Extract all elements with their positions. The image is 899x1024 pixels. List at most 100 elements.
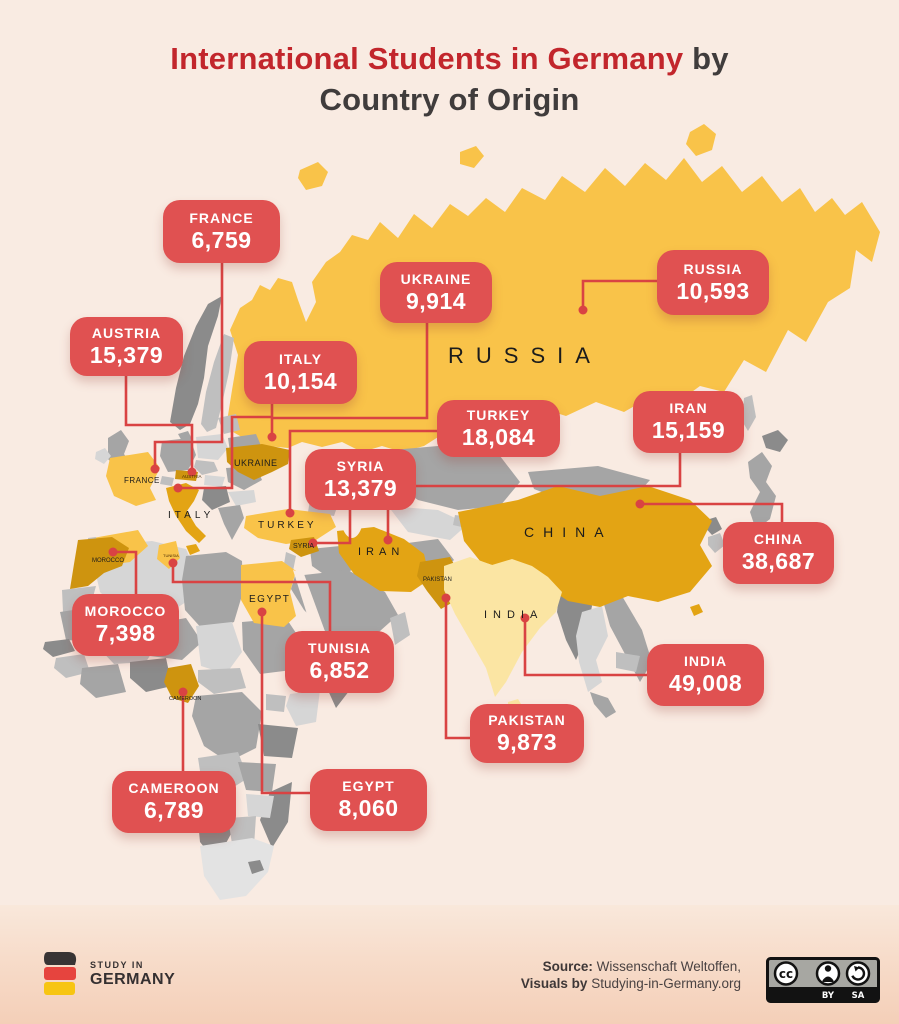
- connector-china: [640, 502, 784, 523]
- country-shape: [194, 460, 218, 475]
- callout-egypt: EGYPT 8,060: [310, 769, 427, 831]
- callout-morocco: MOROCCO 7,398: [72, 594, 179, 656]
- callout-country: RUSSIA: [683, 260, 743, 277]
- callout-value: 9,873: [496, 728, 558, 755]
- logo-text: STUDY IN GERMANY: [90, 960, 175, 989]
- footer: STUDY IN GERMANY Source: Wissenschaft We…: [0, 905, 899, 1024]
- connector-iran: [386, 452, 682, 540]
- country-ireland: [95, 448, 111, 464]
- country-nigeria: [130, 658, 172, 692]
- callout-value: 7,398: [95, 620, 156, 646]
- source-label: Source:: [542, 959, 593, 974]
- country-shape: [742, 395, 756, 431]
- study-in-germany-logo: STUDY IN GERMANY: [44, 952, 175, 996]
- connector-dots: [108, 305, 645, 697]
- callout-value: 15,159: [651, 417, 726, 443]
- connector-austria: [124, 375, 194, 472]
- callout-syria: SYRIA 13,379: [305, 449, 416, 510]
- map-label-pakistan: PAKISTAN: [423, 577, 452, 583]
- connector-pakistan: [444, 598, 470, 740]
- connector-syria: [313, 510, 352, 545]
- map-label-tunisia: TUNISIA: [163, 553, 179, 558]
- country-shape: [54, 654, 90, 678]
- country-drc: [192, 692, 262, 762]
- map-label-india: INDIA: [484, 609, 544, 621]
- callout-pakistan: PAKISTAN 9,873: [470, 704, 584, 763]
- map-label-ukraine: UKRAINE: [234, 458, 278, 468]
- country-shape: [616, 652, 640, 672]
- callout-value: 10,593: [676, 277, 750, 304]
- country-shape: [228, 490, 256, 506]
- source-line: Source: Wissenschaft Weltoffen,: [521, 958, 741, 975]
- callout-country: SYRIA: [336, 457, 385, 474]
- country-shape: [160, 476, 174, 486]
- country-shape: [246, 794, 274, 818]
- connector-egypt: [260, 612, 310, 795]
- country-greece: [218, 505, 244, 540]
- visuals-link[interactable]: Studying-in-Germany.org: [587, 976, 741, 991]
- callout-france: FRANCE 6,759: [163, 200, 280, 263]
- map-label-turkey: TURKEY: [258, 520, 317, 531]
- map-label-syria: SYRIA: [293, 543, 315, 550]
- country-iran: [337, 527, 430, 592]
- country-japan: [762, 430, 788, 452]
- country-libya: [182, 552, 243, 631]
- country-lesotho: [248, 860, 264, 874]
- callout-country: TURKEY: [466, 406, 531, 423]
- callout-value: 49,008: [668, 670, 743, 696]
- callout-country: CAMEROON: [128, 780, 220, 796]
- country-shape: [266, 694, 286, 712]
- german-flag-icon: [44, 952, 77, 995]
- country-egypt: [241, 561, 296, 627]
- country-shape: [708, 533, 725, 553]
- country-france: [106, 452, 160, 506]
- connector-tunisia: [171, 563, 332, 632]
- country-japan: [748, 452, 776, 530]
- map-label-austria: AUSTRIA: [182, 474, 202, 479]
- callout-country: FRANCE: [189, 209, 254, 226]
- country-china: [458, 486, 712, 607]
- cc-icon: [773, 961, 799, 986]
- country-ukraine: [226, 444, 290, 480]
- country-kenya: [286, 690, 320, 726]
- map-label-iran: IRAN: [358, 546, 405, 558]
- map-label-china: CHINA: [524, 524, 613, 540]
- sa-label: SA: [852, 991, 865, 1001]
- country-thailand: [576, 606, 608, 692]
- country-shape: [204, 475, 225, 487]
- callout-country: TUNISIA: [308, 640, 371, 656]
- callout-cameroon: CAMEROON 6,789: [112, 771, 236, 833]
- callout-country: ITALY: [278, 350, 323, 367]
- callout-value: 15,379: [89, 341, 164, 368]
- callout-country: CHINA: [753, 531, 804, 547]
- title-line2: Country of Origin: [319, 82, 580, 117]
- callout-value: 8,060: [338, 795, 399, 821]
- country-shape: [80, 664, 126, 698]
- callout-china: CHINA 38,687: [723, 522, 834, 584]
- country-italy: [166, 483, 206, 543]
- country-shape: [590, 692, 616, 718]
- country-germany: [160, 438, 196, 472]
- map-label-morocco: MOROCCO: [92, 558, 124, 564]
- map-label-france: FRANCE: [124, 476, 160, 485]
- callout-country: UKRAINE: [400, 270, 472, 287]
- callout-turkey: TURKEY 18,084: [437, 400, 560, 457]
- country-oman: [390, 612, 410, 645]
- by-label: BY: [822, 991, 835, 1001]
- callout-country: AUSTRIA: [91, 324, 162, 341]
- source-attribution: Source: Wissenschaft Weltoffen, Visuals …: [521, 958, 741, 992]
- country-zambia: [238, 762, 276, 792]
- title-line1-dark: by: [683, 41, 729, 76]
- callout-country: INDIA: [683, 653, 728, 669]
- logo-study-in: STUDY IN: [90, 959, 144, 970]
- by-person-icon: [815, 961, 841, 986]
- country-cameroon: [164, 664, 199, 703]
- country-shape: [218, 414, 240, 434]
- logo-germany: GERMANY: [90, 970, 176, 988]
- callout-italy: ITALY 10,154: [244, 341, 357, 404]
- country-india: [444, 557, 562, 697]
- callout-value: 6,789: [143, 797, 205, 823]
- connector-india: [523, 618, 647, 677]
